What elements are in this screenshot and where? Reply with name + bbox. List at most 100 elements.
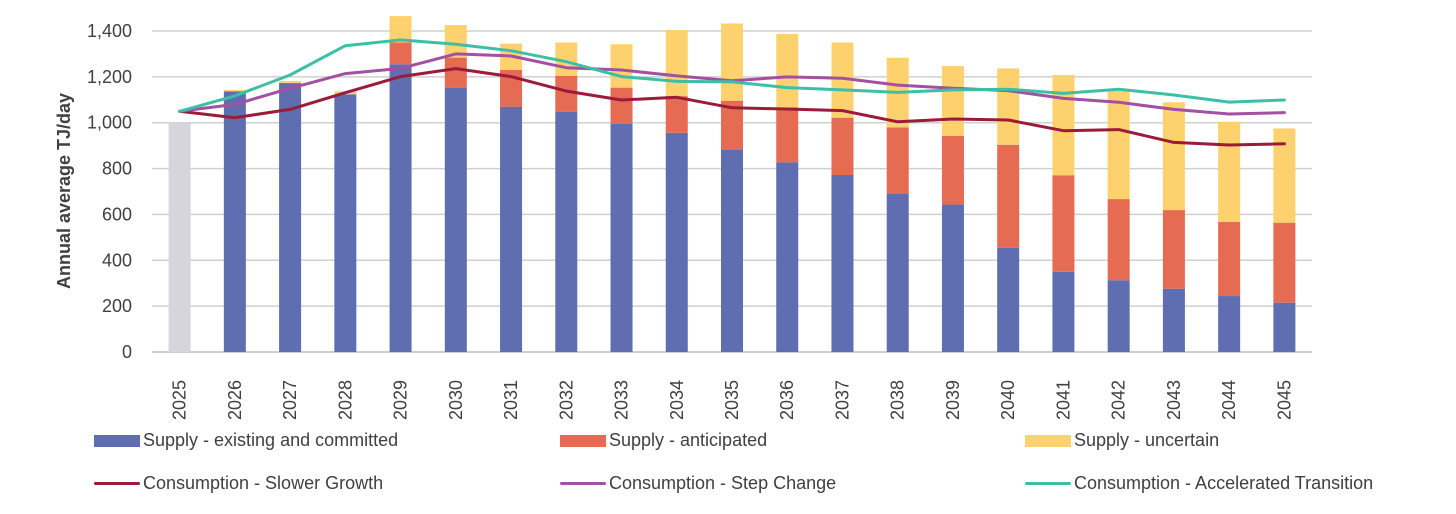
bar-existing-committed bbox=[721, 149, 743, 352]
bar-anticipated bbox=[886, 127, 909, 194]
bar-uncertain bbox=[1218, 121, 1241, 222]
bar-existing-committed bbox=[334, 94, 357, 352]
x-tick-label: 2040 bbox=[998, 380, 1018, 420]
legend-item-existing-committed: Supply - existing and committed bbox=[94, 430, 398, 451]
line-accelerated-transition bbox=[178, 38, 1286, 113]
legend-label: Supply - existing and committed bbox=[143, 430, 399, 450]
bar-existing-committed bbox=[1107, 280, 1130, 352]
bar-anticipated bbox=[1273, 222, 1296, 303]
bar-existing-committed bbox=[776, 162, 799, 352]
legend-swatch-existing-committed bbox=[94, 434, 140, 447]
legend-item-slower-growth: Consumption - Slower Growth bbox=[94, 473, 383, 494]
bar-existing-committed bbox=[223, 91, 246, 353]
bar-anticipated bbox=[610, 87, 633, 124]
x-tick-label: 2045 bbox=[1274, 380, 1294, 420]
x-tick-label: 2030 bbox=[446, 380, 466, 420]
bars bbox=[168, 16, 1296, 353]
bar-existing-committed bbox=[997, 247, 1020, 352]
bar-existing-committed bbox=[500, 106, 523, 353]
x-tick-label: 2043 bbox=[1164, 380, 1184, 420]
bar-existing-committed bbox=[1162, 288, 1185, 352]
bar-anticipated bbox=[1052, 175, 1075, 272]
x-tick-label: 2026 bbox=[225, 380, 245, 420]
legend-item-uncertain: Supply - uncertain bbox=[1025, 430, 1219, 451]
x-tick-label: 2029 bbox=[391, 380, 411, 420]
y-tick-label: 1,400 bbox=[87, 21, 132, 41]
y-tick-label: 800 bbox=[102, 159, 132, 179]
bar-uncertain bbox=[721, 23, 743, 101]
legend-swatch-anticipated bbox=[560, 434, 606, 447]
y-axis-title: Annual average TJ/day bbox=[54, 93, 74, 289]
bar-uncertain bbox=[444, 25, 467, 58]
bar-uncertain bbox=[831, 42, 854, 118]
bar-uncertain bbox=[389, 16, 412, 43]
bar-existing-committed bbox=[1273, 302, 1296, 352]
y-tick-label: 200 bbox=[102, 296, 132, 316]
legend-label: Supply - anticipated bbox=[609, 430, 768, 450]
y-tick-label: 1,000 bbox=[87, 113, 132, 133]
x-tick-label: 2034 bbox=[667, 380, 687, 420]
x-tick-label: 2044 bbox=[1219, 380, 1239, 420]
x-axis-ticks: 2025 2026 2027 2028 2029 2030 2031 2032 2033 2034… bbox=[170, 380, 1295, 420]
bar-uncertain bbox=[1162, 102, 1185, 211]
x-tick-label: 2042 bbox=[1109, 380, 1129, 420]
bar-anticipated bbox=[1162, 210, 1185, 289]
bar-historical bbox=[168, 122, 191, 352]
bar-existing-committed bbox=[886, 193, 909, 352]
bar-anticipated bbox=[389, 42, 412, 65]
y-tick-label: 1,200 bbox=[87, 67, 132, 87]
bar-anticipated bbox=[444, 57, 467, 88]
legend-item-anticipated: Supply - anticipated bbox=[560, 430, 767, 451]
bar-uncertain bbox=[776, 33, 799, 108]
bar-uncertain bbox=[223, 89, 246, 92]
bar-anticipated bbox=[831, 117, 854, 175]
legend-swatch-accelerated-transition bbox=[1025, 482, 1071, 485]
bar-existing-committed bbox=[389, 64, 412, 352]
x-tick-label: 2039 bbox=[943, 380, 963, 420]
legend-item-accelerated-transition: Consumption - Accelerated Transition bbox=[1025, 473, 1373, 494]
bar-anticipated bbox=[776, 107, 799, 163]
legend-item-step-change: Consumption - Step Change bbox=[560, 473, 836, 494]
x-tick-label: 2028 bbox=[335, 380, 355, 420]
bar-anticipated bbox=[997, 144, 1020, 248]
legend-label: Consumption - Step Change bbox=[609, 473, 837, 493]
bar-uncertain bbox=[665, 30, 688, 97]
bar-anticipated bbox=[941, 135, 964, 205]
x-tick-label: 2041 bbox=[1053, 380, 1073, 420]
x-tick-label: 2038 bbox=[888, 380, 908, 420]
line-slower-growth bbox=[178, 67, 1286, 147]
legend-swatch-step-change bbox=[560, 482, 606, 485]
bar-uncertain bbox=[279, 80, 302, 84]
x-tick-label: 2035 bbox=[722, 380, 742, 420]
bar-existing-committed bbox=[941, 204, 964, 352]
bar-existing-committed bbox=[610, 123, 633, 352]
bar-uncertain bbox=[610, 44, 633, 88]
y-axis-ticks: 0 200 400 600 800 1,000 1,200 1,400 bbox=[87, 21, 132, 362]
bar-uncertain bbox=[1052, 75, 1075, 176]
x-tick-label: 2025 bbox=[170, 380, 190, 420]
legend-swatch-uncertain bbox=[1025, 434, 1071, 447]
bar-anticipated bbox=[1107, 199, 1130, 281]
bar-existing-committed bbox=[831, 174, 854, 352]
x-tick-label: 2036 bbox=[777, 380, 797, 420]
x-tick-label: 2027 bbox=[280, 380, 300, 420]
bar-uncertain bbox=[1107, 89, 1130, 200]
y-tick-label: 0 bbox=[122, 342, 132, 362]
y-tick-label: 600 bbox=[102, 204, 132, 224]
bar-anticipated bbox=[1218, 221, 1241, 297]
legend-swatch-slower-growth bbox=[94, 482, 140, 485]
bar-anticipated bbox=[721, 100, 743, 150]
lines bbox=[178, 38, 1286, 147]
bar-uncertain bbox=[1273, 128, 1296, 223]
bar-uncertain bbox=[997, 68, 1020, 145]
legend-label: Consumption - Accelerated Transition bbox=[1074, 473, 1374, 493]
y-tick-label: 400 bbox=[102, 250, 132, 270]
bar-anticipated bbox=[555, 75, 578, 112]
x-tick-label: 2032 bbox=[556, 380, 576, 420]
bar-uncertain bbox=[941, 66, 964, 136]
bar-anticipated bbox=[665, 96, 688, 133]
bar-existing-committed bbox=[1052, 271, 1075, 352]
x-tick-label: 2037 bbox=[832, 380, 852, 420]
